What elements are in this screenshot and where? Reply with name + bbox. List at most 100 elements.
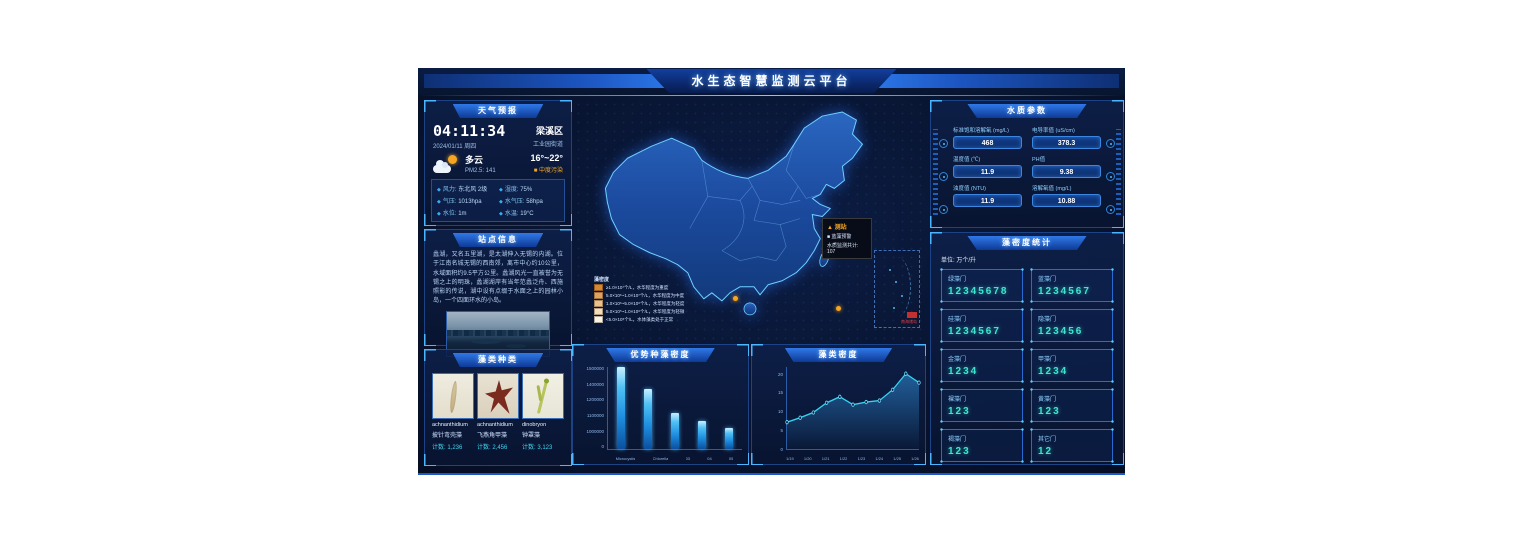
y-tick-label: 1100000	[586, 413, 604, 419]
china-map: ▲ 测站 ■ 蓝藻预警 水质监测共计: 107 藻密度 ≥1.0×10⁷个/L，…	[574, 100, 926, 341]
stat-box-chrysophyta: 金藻门 1234	[940, 348, 1024, 383]
south-china-sea-inset: 南海诸岛	[874, 250, 920, 328]
param-value: 10.88	[1032, 194, 1101, 207]
algae-stats-panel-title: 藻密度统计	[967, 236, 1087, 250]
x-tick-label: 1/24	[875, 456, 884, 461]
pressure-icon: ◆	[437, 199, 441, 205]
x-tick-label: 1/22	[839, 456, 848, 461]
param-value: 468	[953, 136, 1022, 149]
station-description: 蠡湖，又名五里湖，是太湖伸入无锡的内湖。位于江南名城无锡的西南郊，离市中心约10…	[433, 252, 563, 305]
x-tick-label: Microcystis	[615, 456, 636, 461]
station-dot[interactable]	[733, 296, 738, 301]
stat-box-cryptophyta: 隐藻门 123456	[1030, 308, 1114, 343]
weather-stat-pressure: ◆ 气压: 1013hpa	[437, 199, 482, 205]
y-tick-label: 10	[777, 409, 783, 415]
param-temperature: 温度值 (℃) 11.9	[953, 155, 1022, 178]
algae-types-panel-title: 藻类种类	[452, 353, 544, 367]
x-tick-label: 1/25	[893, 456, 902, 461]
x-tick-label: 1/23	[857, 456, 866, 461]
cloudy-sun-icon	[433, 154, 459, 173]
param-dissolved-oxygen: 溶解氧值 (mg/L) 10.88	[1032, 184, 1101, 207]
line-chart-xaxis: 1/19 1/20 1/21 1/22 1/23 1/24 1/25 1/26	[786, 456, 919, 461]
clock: 04:11:34	[433, 122, 506, 140]
bar-chart-plot	[607, 367, 742, 450]
map-legend: 藻密度 ≥1.0×10⁷个/L，水华程度为重度 5.0×10⁶~1.0×10⁷个…	[594, 276, 716, 323]
legend-row: 5.0×10⁶~1.0×10⁷个/L，水华程度为中度	[594, 292, 716, 299]
weather-stat-wind: ◆ 风力: 东北风 2级	[437, 187, 488, 193]
target-ring-icon	[939, 139, 948, 148]
y-tick-label: 1000000	[586, 428, 604, 434]
param-dissolved-oxygen-sat: 标准饱和溶解氧 (mg/L) 468	[953, 126, 1022, 149]
vapor-icon: ◆	[499, 199, 503, 205]
x-tick-label: Chlorella	[652, 456, 669, 461]
header-left-decor-bar	[424, 74, 689, 88]
water-params-panel-title: 水质参数	[967, 104, 1087, 118]
inset-label: 南海诸岛	[901, 319, 917, 324]
y-tick-label: 0	[780, 447, 783, 452]
inset-red-mark	[907, 312, 917, 318]
stat-box-chlorophyta: 绿藻门 12345678	[940, 268, 1024, 303]
header-right-decor-bar	[854, 74, 1119, 88]
water-level-icon: ◆	[437, 211, 441, 217]
station-dot[interactable]	[836, 306, 841, 311]
param-conductivity: 电导率值 (uS/cm) 378.3	[1032, 126, 1101, 149]
y-tick-label: 0	[601, 444, 604, 450]
hash-strip-left	[933, 129, 938, 215]
param-ph: PH值 9.38	[1032, 155, 1101, 178]
y-tick-label: 1200000	[586, 397, 604, 403]
x-tick-label: 1/26	[911, 456, 919, 461]
param-value: 11.9	[953, 165, 1022, 178]
header-divider	[418, 95, 1125, 96]
street-label: 工业园街道	[532, 142, 563, 148]
weather-panel: 天气预报 04:11:34 2024/01/11 周四 梁溪区 工业园街道 多云…	[424, 100, 572, 226]
dominant-algae-chart-panel: 优势种藻密度 1500000 1400000 1200000 1100000 10000…	[572, 344, 749, 465]
humidity-icon: ◆	[499, 187, 503, 193]
legend-swatch-moderate	[594, 292, 603, 299]
x-tick-label: 04	[707, 456, 712, 461]
weather-stat-level: ◆ 水位: 1m	[437, 211, 467, 217]
algae-density-chart-panel: 藻类密度 0 5 10 15 20 1/19 1/20 1/21 1/22 1/23 1/24 1/…	[751, 344, 926, 465]
wind-icon: ◆	[437, 187, 441, 193]
x-tick-label: 1/20	[803, 456, 812, 461]
y-tick-label: 5	[780, 428, 783, 434]
param-value: 9.38	[1032, 165, 1101, 178]
stat-box-other: 其它门 12	[1030, 428, 1114, 463]
param-value: 378.3	[1032, 136, 1101, 149]
line-chart-plot	[785, 367, 921, 450]
bar	[724, 427, 733, 449]
pm25-value: PM2.5: 141	[465, 168, 496, 174]
water-temp-icon: ◆	[499, 211, 503, 217]
header: 水生态智慧监测云平台	[418, 68, 1125, 95]
x-tick-label: 03	[685, 456, 691, 461]
legend-row: 5.0×10⁵~1.0×10⁶个/L，水华程度为轻微	[594, 308, 716, 315]
map-tooltip: ▲ 测站 ■ 蓝藻预警 水质监测共计: 107	[822, 218, 872, 259]
legend-swatch-severe	[594, 284, 603, 291]
legend-swatch-normal	[594, 316, 603, 323]
target-ring-icon	[1106, 139, 1115, 148]
algae-image-dinobryon	[522, 373, 564, 419]
algae-card[interactable]: dinobryon 钟罩藻 计数: 3,123	[522, 373, 564, 451]
date-label: 2024/01/11 周四	[433, 144, 477, 150]
hash-strip-right	[1116, 129, 1121, 215]
bar	[644, 389, 653, 449]
x-tick-label: 1/21	[821, 456, 830, 461]
algae-card[interactable]: achnanthidium 飞燕角甲藻 计数: 2,456	[477, 373, 519, 451]
bar-chart-xaxis: Microcystis Chlorella 03 04 05	[607, 456, 742, 461]
legend-swatch-slight	[594, 308, 603, 315]
weather-stat-humidity: ◆ 湿度: 75%	[499, 187, 533, 193]
line-chart-yaxis: 0 5 10 15 20	[758, 367, 786, 452]
page-title: 水生态智慧监测云平台	[646, 69, 897, 93]
station-panel-title: 站点信息	[452, 233, 544, 247]
stat-box-xanthophyta: 黄藻门 123	[1030, 388, 1114, 423]
line-chart-svg	[785, 371, 921, 449]
stat-box-pyrrophyta: 甲藻门 1234	[1030, 348, 1114, 383]
weather-panel-title: 天气预报	[452, 104, 544, 118]
legend-swatch-light	[594, 300, 603, 307]
pollution-badge: ■ 中度污染	[533, 168, 563, 174]
line-chart-title: 藻类密度	[784, 348, 893, 362]
legend-row: <5.0×10⁵个/L，水体藻类处于正常	[594, 316, 716, 323]
param-turbidity: 浊度值 (NTU) 11.9	[953, 184, 1022, 207]
x-tick-label: 1/19	[786, 456, 794, 461]
algae-card[interactable]: achnanthidium 披针弯壳藻 计数: 1,236	[432, 373, 474, 451]
